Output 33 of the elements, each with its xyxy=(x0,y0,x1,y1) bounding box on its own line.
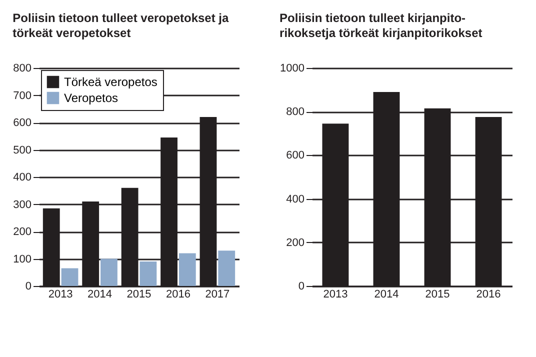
y-tick-label: 400 xyxy=(13,172,32,184)
legend-label: Veropetos xyxy=(64,91,118,105)
y-tick-label: 0 xyxy=(298,280,304,292)
y-tick-label: 300 xyxy=(13,198,32,211)
bar xyxy=(140,261,157,286)
x-tick-label: 2016 xyxy=(166,288,190,300)
chart-title: Poliisin tietoon tulleet kirjanpito-rikoksetja törkeät kirjanpitorikokset xyxy=(280,11,482,40)
y-tick-label: 100 xyxy=(13,253,32,266)
bar xyxy=(100,258,118,286)
x-tick-label: 2017 xyxy=(205,288,230,300)
x-tick-label: 2014 xyxy=(374,288,399,300)
y-tick-label: 800 xyxy=(13,62,32,74)
x-tick-label: 2016 xyxy=(476,288,501,300)
y-tick-label: 600 xyxy=(13,117,32,129)
y-tick-label: 0 xyxy=(25,280,32,292)
x-tick-label: 2015 xyxy=(425,288,450,300)
y-tick-label: 500 xyxy=(13,144,32,156)
x-tick-label: 2013 xyxy=(48,288,73,300)
x-tick-label: 2015 xyxy=(126,288,152,300)
bar xyxy=(61,268,78,286)
bar xyxy=(178,253,196,286)
y-tick-label: 1000 xyxy=(280,62,304,74)
y-tick-label: 400 xyxy=(286,193,304,206)
x-tick-label: 2014 xyxy=(88,288,112,300)
x-tick-label: 2013 xyxy=(323,288,348,300)
legend-label: Törkeä veropetos xyxy=(64,75,158,89)
bar xyxy=(218,250,236,286)
y-tick-label: 600 xyxy=(286,150,304,162)
chart-title: Poliisin tietoon tulleet veropetokset ja törkeät veropetokset xyxy=(12,11,230,40)
y-tick-label: 200 xyxy=(13,226,32,238)
y-tick-label: 200 xyxy=(286,236,304,249)
y-tick-label: 800 xyxy=(286,106,304,118)
y-tick-label: 700 xyxy=(13,90,32,102)
